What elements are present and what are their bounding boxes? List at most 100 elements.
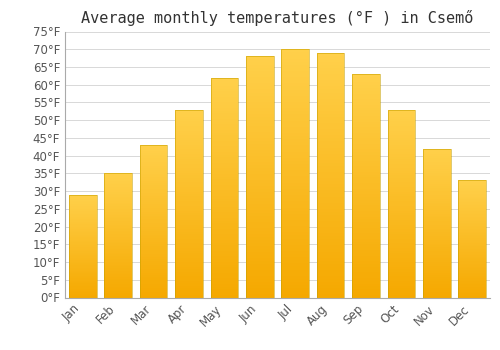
Bar: [210, 270, 238, 273]
Bar: [69, 227, 96, 228]
Bar: [140, 185, 168, 187]
Bar: [423, 282, 450, 285]
Bar: [458, 185, 486, 186]
Bar: [423, 277, 450, 279]
Bar: [104, 181, 132, 183]
Bar: [423, 290, 450, 292]
Bar: [246, 270, 274, 273]
Bar: [388, 156, 415, 159]
Bar: [352, 284, 380, 286]
Bar: [104, 237, 132, 239]
Bar: [69, 286, 96, 287]
Bar: [210, 237, 238, 240]
Bar: [104, 279, 132, 280]
Bar: [210, 100, 238, 102]
Bar: [282, 161, 309, 164]
Bar: [352, 295, 380, 298]
Bar: [140, 187, 168, 189]
Bar: [175, 227, 203, 229]
Bar: [246, 168, 274, 171]
Bar: [317, 288, 344, 292]
Bar: [246, 105, 274, 107]
Bar: [246, 126, 274, 129]
Bar: [104, 294, 132, 296]
Bar: [352, 83, 380, 85]
Bar: [388, 281, 415, 284]
Bar: [317, 169, 344, 172]
Bar: [352, 253, 380, 256]
Bar: [69, 231, 96, 232]
Bar: [210, 135, 238, 138]
Bar: [317, 92, 344, 96]
Bar: [69, 209, 96, 210]
Bar: [317, 150, 344, 154]
Bar: [388, 114, 415, 117]
Bar: [423, 204, 450, 206]
Bar: [69, 273, 96, 274]
Bar: [282, 220, 309, 223]
Bar: [246, 210, 274, 213]
Bar: [246, 225, 274, 228]
Bar: [458, 207, 486, 208]
Bar: [317, 108, 344, 111]
Bar: [423, 188, 450, 189]
Bar: [317, 264, 344, 267]
Bar: [282, 192, 309, 195]
Bar: [317, 163, 344, 166]
Bar: [458, 277, 486, 279]
Bar: [104, 228, 132, 229]
Bar: [69, 288, 96, 290]
Bar: [69, 204, 96, 205]
Bar: [317, 71, 344, 74]
Bar: [282, 176, 309, 180]
Bar: [282, 173, 309, 176]
Bar: [140, 273, 168, 275]
Bar: [69, 232, 96, 233]
Bar: [210, 273, 238, 275]
Bar: [423, 281, 450, 282]
Bar: [458, 290, 486, 292]
Bar: [458, 293, 486, 295]
Bar: [210, 240, 238, 243]
Bar: [317, 190, 344, 194]
Bar: [352, 264, 380, 267]
Bar: [423, 182, 450, 184]
Bar: [458, 248, 486, 249]
Bar: [388, 187, 415, 189]
Bar: [175, 194, 203, 196]
Bar: [458, 287, 486, 289]
Bar: [423, 272, 450, 273]
Bar: [458, 222, 486, 223]
Bar: [388, 251, 415, 253]
Bar: [210, 182, 238, 185]
Bar: [69, 224, 96, 225]
Bar: [175, 152, 203, 154]
Bar: [210, 78, 238, 80]
Bar: [458, 233, 486, 235]
Bar: [282, 90, 309, 93]
Bar: [317, 187, 344, 190]
Bar: [423, 180, 450, 182]
Bar: [104, 218, 132, 220]
Bar: [458, 239, 486, 240]
Bar: [282, 164, 309, 167]
Bar: [140, 279, 168, 280]
Bar: [104, 186, 132, 187]
Bar: [458, 264, 486, 265]
Bar: [104, 192, 132, 194]
Bar: [423, 258, 450, 260]
Bar: [104, 245, 132, 246]
Bar: [175, 225, 203, 227]
Bar: [282, 195, 309, 198]
Bar: [423, 169, 450, 171]
Bar: [388, 206, 415, 208]
Bar: [317, 294, 344, 297]
Bar: [104, 183, 132, 184]
Bar: [282, 260, 309, 263]
Bar: [282, 285, 309, 288]
Bar: [352, 166, 380, 169]
Bar: [69, 198, 96, 200]
Bar: [104, 225, 132, 226]
Bar: [175, 175, 203, 178]
Bar: [69, 215, 96, 217]
